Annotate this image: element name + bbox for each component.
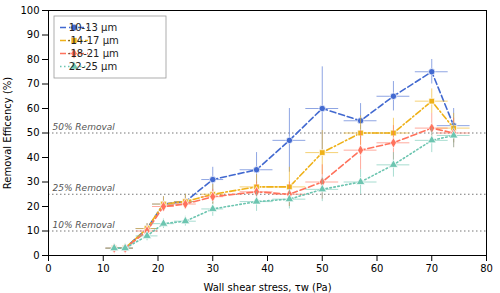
svg-text:10: 10 — [27, 225, 40, 236]
svg-text:60: 60 — [371, 263, 384, 274]
svg-text:10% Removal: 10% Removal — [53, 220, 116, 230]
svg-text:70: 70 — [425, 263, 438, 274]
svg-text:70: 70 — [27, 78, 40, 89]
svg-text:·14-17 μm: ·14-17 μm — [67, 35, 119, 46]
svg-text:25% Removal: 25% Removal — [53, 183, 116, 193]
svg-text:80: 80 — [480, 263, 493, 274]
svg-text:50: 50 — [27, 127, 40, 138]
svg-text:100: 100 — [20, 5, 39, 16]
svg-text:60: 60 — [27, 103, 40, 114]
svg-text:20: 20 — [152, 263, 165, 274]
svg-text:Wall shear stress, τw (Pa): Wall shear stress, τw (Pa) — [203, 282, 331, 293]
svg-text:0: 0 — [45, 263, 51, 274]
svg-text:90: 90 — [27, 29, 40, 40]
svg-text:30: 30 — [27, 176, 40, 187]
svg-text:0: 0 — [33, 250, 39, 261]
svg-text:10-13 μm: 10-13 μm — [69, 22, 117, 33]
svg-text:20: 20 — [27, 201, 40, 212]
svg-text:Removal Efficency (%): Removal Efficency (%) — [2, 77, 13, 189]
svg-text:22-25 μm: 22-25 μm — [69, 61, 117, 72]
svg-text:·18-21 μm: ·18-21 μm — [67, 48, 119, 59]
svg-text:10: 10 — [97, 263, 110, 274]
svg-text:30: 30 — [206, 263, 219, 274]
svg-text:80: 80 — [27, 54, 40, 65]
svg-text:40: 40 — [27, 152, 40, 163]
svg-text:40: 40 — [261, 263, 274, 274]
svg-text:50: 50 — [316, 263, 329, 274]
svg-text:50% Removal: 50% Removal — [53, 122, 116, 132]
